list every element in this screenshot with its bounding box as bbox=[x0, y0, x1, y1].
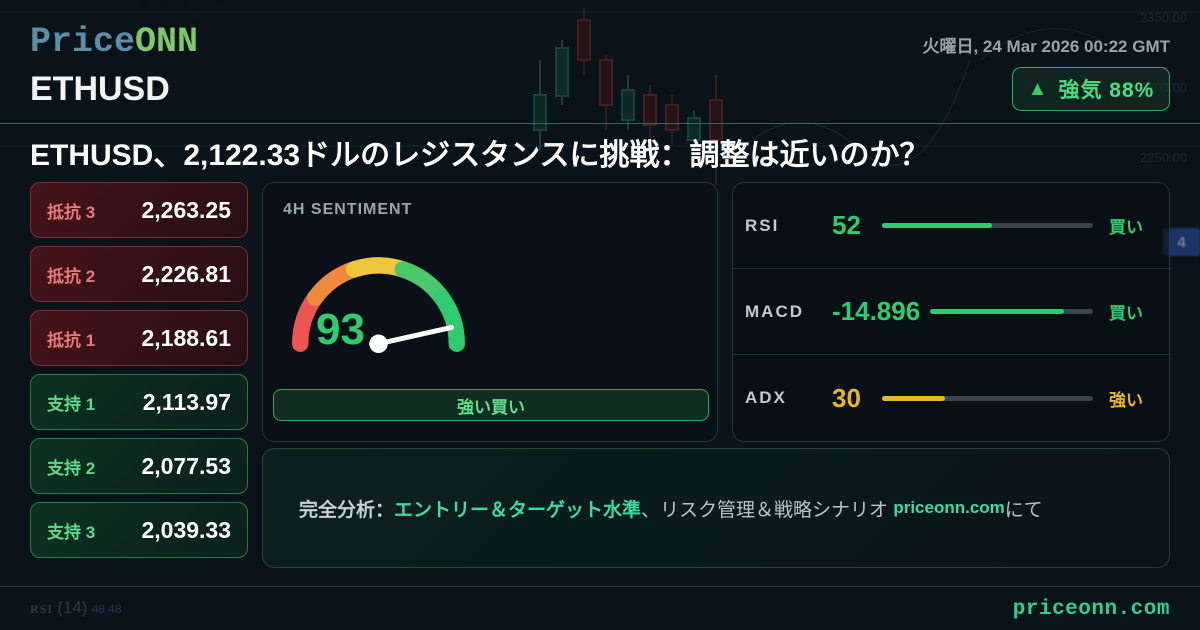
svg-text:2350.00: 2350.00 bbox=[1140, 10, 1187, 25]
svg-text:Refresh Rate: 1d/day: Refresh Rate: 1d/day bbox=[95, 0, 227, 12]
